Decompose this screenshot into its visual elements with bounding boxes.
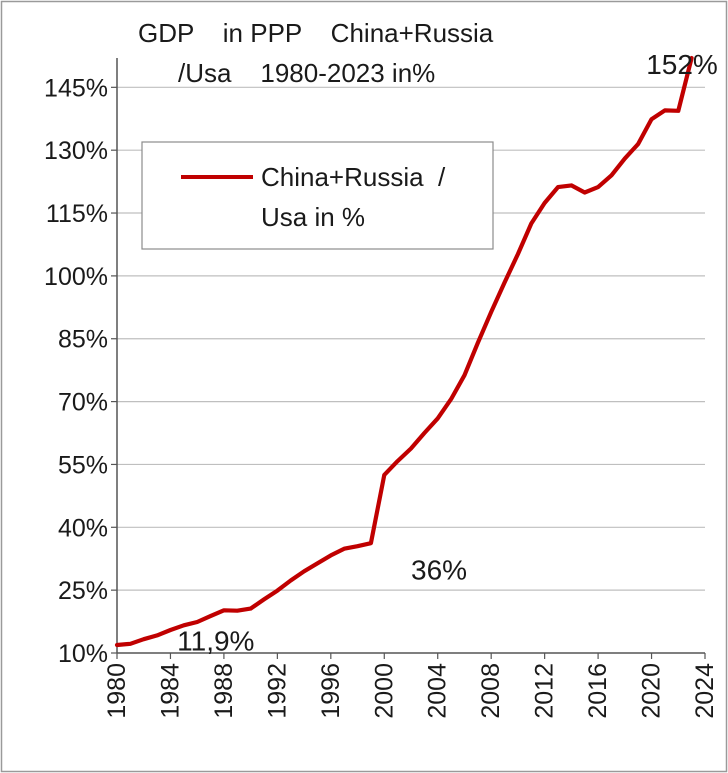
legend-box	[141, 141, 494, 250]
y-tick-label: 145%	[44, 74, 108, 102]
y-tick-label: 100%	[44, 263, 108, 291]
x-tick-label: 2008	[477, 663, 505, 719]
annotation-label: 11,9%	[177, 625, 254, 656]
x-tick-label: 2000	[370, 663, 398, 719]
x-tick-label: 1988	[210, 663, 238, 719]
y-tick-label: 55%	[58, 451, 108, 479]
x-tick-label: 1984	[156, 663, 184, 719]
y-tick-label: 130%	[44, 137, 108, 165]
legend-label-line-1: China+Russia /	[261, 162, 446, 192]
y-tick-label: 70%	[58, 389, 108, 417]
series-group	[114, 55, 694, 648]
x-tick-label: 1980	[103, 663, 131, 719]
x-tick-label: 1996	[317, 663, 345, 719]
y-tick-label: 10%	[58, 640, 108, 668]
chart-title: GDP in PPP China+Russia /Usa 1980-2023 i…	[138, 18, 494, 88]
y-tick-labels: 10% 25% 40% 55% 70% 85% 100% 115% 130% 145%	[44, 74, 117, 668]
annotation-label: 36%	[411, 555, 467, 586]
y-tick-label: 85%	[58, 326, 108, 354]
x-tick-label: 2012	[531, 663, 559, 719]
x-tick-label: 1992	[263, 663, 291, 719]
series-line	[114, 55, 694, 648]
x-tick-labels: 1980 1984 1988 1992 1996 2000 2004 2008 2012 2016…	[103, 653, 719, 719]
x-tick-label: 2016	[584, 663, 612, 719]
legend: China+Russia / Usa in %	[141, 141, 494, 250]
y-tick-label: 40%	[58, 514, 108, 542]
annotation-label: 152%	[646, 49, 718, 80]
annotations: 11,9% 36% 152%	[177, 49, 718, 657]
x-tick-label: 2004	[424, 663, 452, 719]
x-tick-label: 2024	[691, 663, 719, 719]
y-tick-label: 115%	[46, 200, 108, 228]
axes	[116, 58, 705, 654]
y-tick-label: 25%	[58, 577, 108, 605]
chart-title-line-1: GDP in PPP China+Russia	[138, 18, 494, 48]
legend-label-line-2: Usa in %	[261, 202, 365, 232]
x-tick-label: 2020	[638, 663, 666, 719]
chart-title-line-2: /Usa 1980-2023 in%	[178, 58, 435, 88]
